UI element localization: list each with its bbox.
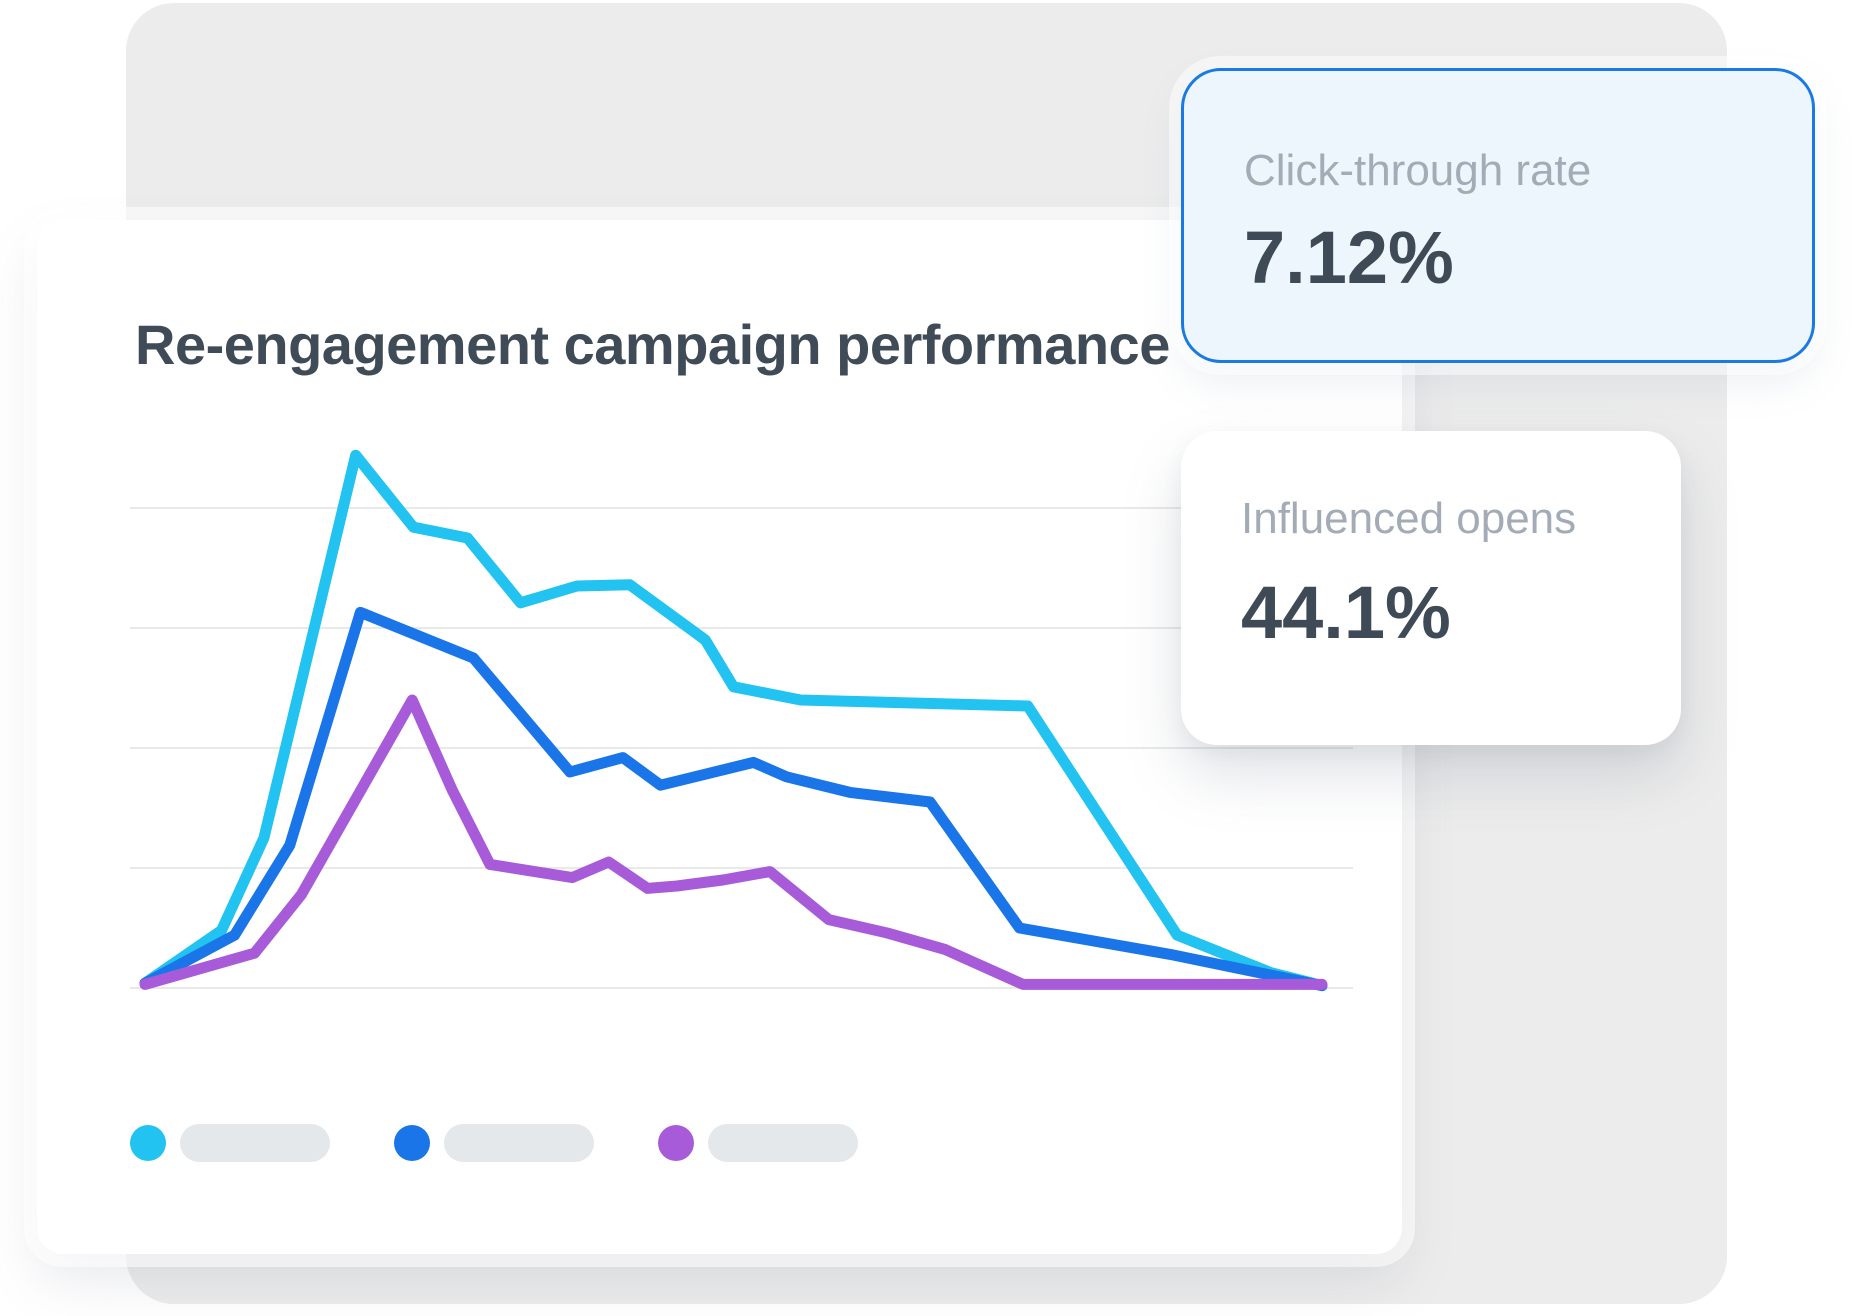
legend-item-series-3[interactable] — [658, 1124, 858, 1162]
chart-legend — [130, 1124, 858, 1162]
legend-label-placeholder — [180, 1124, 330, 1162]
legend-dot-icon — [394, 1125, 430, 1161]
legend-item-series-2[interactable] — [394, 1124, 594, 1162]
stat-value: 44.1% — [1241, 571, 1451, 654]
legend-label-placeholder — [708, 1124, 858, 1162]
legend-label-placeholder — [444, 1124, 594, 1162]
legend-dot-icon — [658, 1125, 694, 1161]
stat-label: Influenced opens — [1241, 494, 1577, 543]
chart-title: Re-engagement campaign performance — [135, 313, 1170, 376]
stat-card-click-through-rate[interactable]: Click-through rate 7.12% — [1181, 68, 1815, 363]
stat-value: 7.12% — [1244, 216, 1454, 299]
legend-dot-icon — [130, 1125, 166, 1161]
legend-item-series-1[interactable] — [130, 1124, 330, 1162]
stat-card-influenced-opens[interactable]: Influenced opens 44.1% — [1181, 431, 1681, 745]
stat-label: Click-through rate — [1244, 146, 1592, 195]
